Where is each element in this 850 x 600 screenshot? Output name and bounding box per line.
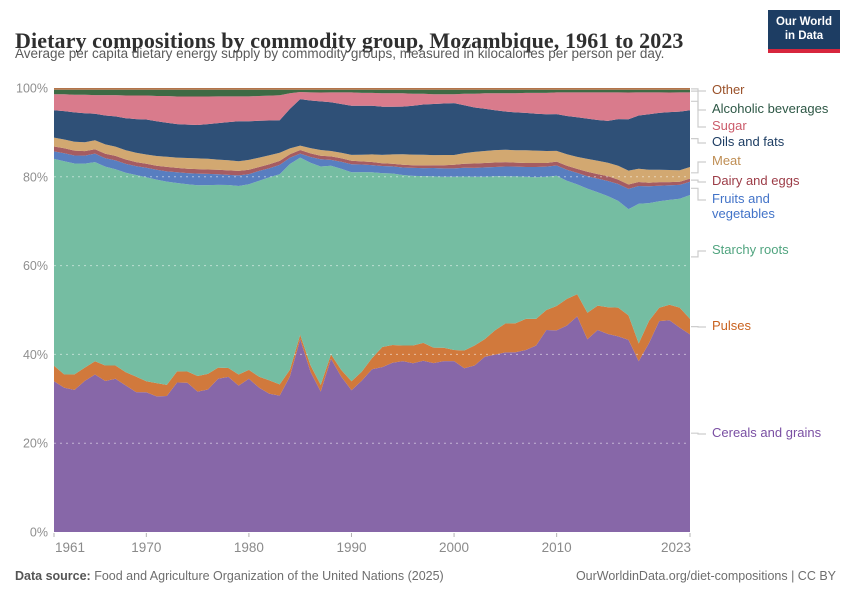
legend-connector-cereals [691,432,706,435]
x-tick-label-1990: 1990 [336,540,366,555]
legend-connector-starchy-roots [691,250,706,258]
area-other [54,88,690,90]
legend-connector-alcoholic-beverages [691,90,706,111]
legend-item-dairy-eggs[interactable]: Dairy and eggs [712,173,800,188]
y-tick-label-40: 40% [23,348,48,362]
legend-connector-sugar [691,100,706,128]
legend-item-starchy-roots[interactable]: Starchy roots [712,242,789,257]
area-alcoholic-beverages [54,89,690,97]
data-source-label: Data source: [15,569,91,583]
legend-item-fruits-vegetables[interactable]: Fruits and vegetables [712,191,775,221]
area-meat [54,137,690,185]
legend-item-oils-fats[interactable]: Oils and fats [712,134,785,149]
legend-item-other[interactable]: Other [712,82,745,97]
legend-connector-other [691,88,706,92]
area-fruits-vegetables [54,151,690,210]
x-tick-label-2000: 2000 [439,540,469,555]
area-dairy-eggs [54,146,690,189]
y-tick-label-80: 80% [23,170,48,184]
data-source-note: Data source: Food and Agriculture Organi… [15,569,444,583]
chart-subtitle: Average per capita dietary energy supply… [15,46,665,61]
legend-item-sugar[interactable]: Sugar [712,118,747,133]
y-tick-label-60: 60% [23,259,48,273]
area-oils-fats [54,99,690,171]
legend-connector-oils-fats [691,138,706,144]
x-tick-label-2023: 2023 [661,540,691,555]
legend-item-meat[interactable]: Meat [712,153,741,168]
y-tick-label-20: 20% [23,437,48,451]
x-tick-label-1961: 1961 [55,540,85,555]
x-tick-label-2010: 2010 [542,540,572,555]
y-tick-label-0: 0% [30,526,48,540]
owid-logo-line2: in Data [784,29,824,42]
area-cereals [54,316,690,532]
area-sugar [54,92,690,125]
owid-logo: Our World in Data [767,10,840,53]
area-pulses [54,294,690,397]
page-title: Dietary compositions by commodity group,… [15,27,684,53]
area-starchy-roots [54,157,690,385]
credit-link[interactable]: OurWorldinData.org/diet-compositions | C… [575,569,836,583]
legend-item-cereals[interactable]: Cereals and grains [712,425,822,440]
legend-connector-dairy-eggs [691,179,706,183]
y-tick-label-100: 100% [16,82,48,96]
legend-connector-fruits-vegetables [691,187,706,201]
legend-connector-meat [691,161,706,174]
legend-item-pulses[interactable]: Pulses [712,318,752,333]
data-source-text: Food and Agriculture Organization of the… [90,569,444,583]
owid-logo-line1: Our World [775,16,832,28]
legend-item-alcoholic-beverages[interactable]: Alcoholic beverages [712,101,829,116]
x-tick-label-1970: 1970 [131,540,161,555]
x-tick-label-1980: 1980 [234,540,264,555]
